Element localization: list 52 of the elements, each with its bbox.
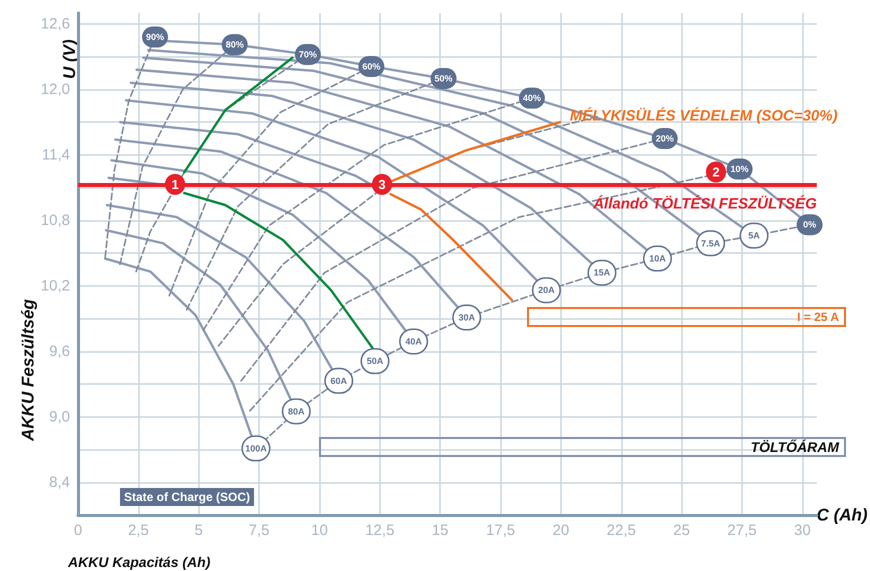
annotation: 100A	[245, 443, 268, 454]
y-tick-label: 12,0	[40, 80, 70, 98]
annotation: 80%	[226, 40, 244, 50]
annotation: 70%	[298, 49, 317, 60]
annotation: 5A	[748, 230, 760, 241]
annotation: 3	[378, 176, 386, 192]
annotation: 10%	[730, 164, 749, 174]
x-tick-label: 17,5	[486, 522, 516, 539]
x-tick-label: 5	[194, 522, 203, 539]
annotation: MÉLYKISÜLÉS VÉDELEM (SOC=30%)	[570, 106, 838, 125]
x-tick-label: 25	[673, 522, 690, 539]
y-tick-label: 10,2	[40, 277, 70, 294]
y-tick-label: 11,4	[42, 146, 70, 164]
x-tick-label: 30	[794, 522, 811, 539]
x-tick-label: 2,5	[128, 522, 149, 539]
annotation: I = 25 A	[797, 310, 840, 324]
annotation: 50A	[366, 356, 384, 366]
x-tick-label: 12,5	[365, 522, 394, 539]
annotation: 60A	[330, 376, 348, 386]
x-tick-label: 0	[74, 522, 82, 539]
x-tick-label: 22,5	[606, 522, 636, 539]
x-tick-label: 7,5	[248, 522, 270, 539]
annotation: State of Charge (SOC)	[124, 490, 250, 504]
annotation: 60%	[362, 61, 380, 72]
annotation: 30A	[458, 312, 476, 322]
text: AKKU Feszültség	[18, 298, 38, 442]
annotation: 90%	[146, 32, 164, 42]
annotation: 2	[712, 164, 720, 180]
x-axis-title: C (Ah)	[816, 506, 868, 524]
annotation: 15A	[594, 268, 611, 278]
y-tick-label: 12,6	[40, 15, 70, 32]
x-tick-label: 20	[552, 522, 570, 539]
annotation: 10A	[649, 254, 666, 264]
annotation: 0%	[803, 220, 816, 230]
x-tick-label: 27,5	[727, 522, 757, 539]
annotation: 80A	[288, 406, 306, 416]
annotation: 7.5A	[701, 238, 721, 248]
annotation: TÖLTŐÁRAM	[750, 439, 840, 455]
legend-label: Állandó TÖLTÉSI FESZÜLTSÉG	[592, 194, 818, 212]
annotation: 20A	[538, 285, 556, 296]
y-tick-label: 9,0	[49, 408, 70, 426]
x-tick-label: 10	[311, 522, 328, 539]
x-tick-label: 15	[432, 522, 449, 539]
annotation: 50%	[434, 73, 453, 84]
text: AKKU Kapacitás (Ah)	[67, 554, 211, 570]
annotation: 40A	[405, 336, 422, 346]
y-tick-label: 8,4	[49, 474, 70, 491]
y-tick-label: 9,6	[49, 342, 70, 360]
annotation: 40%	[522, 93, 541, 104]
y-tick-label: 10,8	[40, 212, 70, 229]
annotation: 20%	[656, 134, 674, 144]
annotation: 1	[171, 176, 179, 192]
